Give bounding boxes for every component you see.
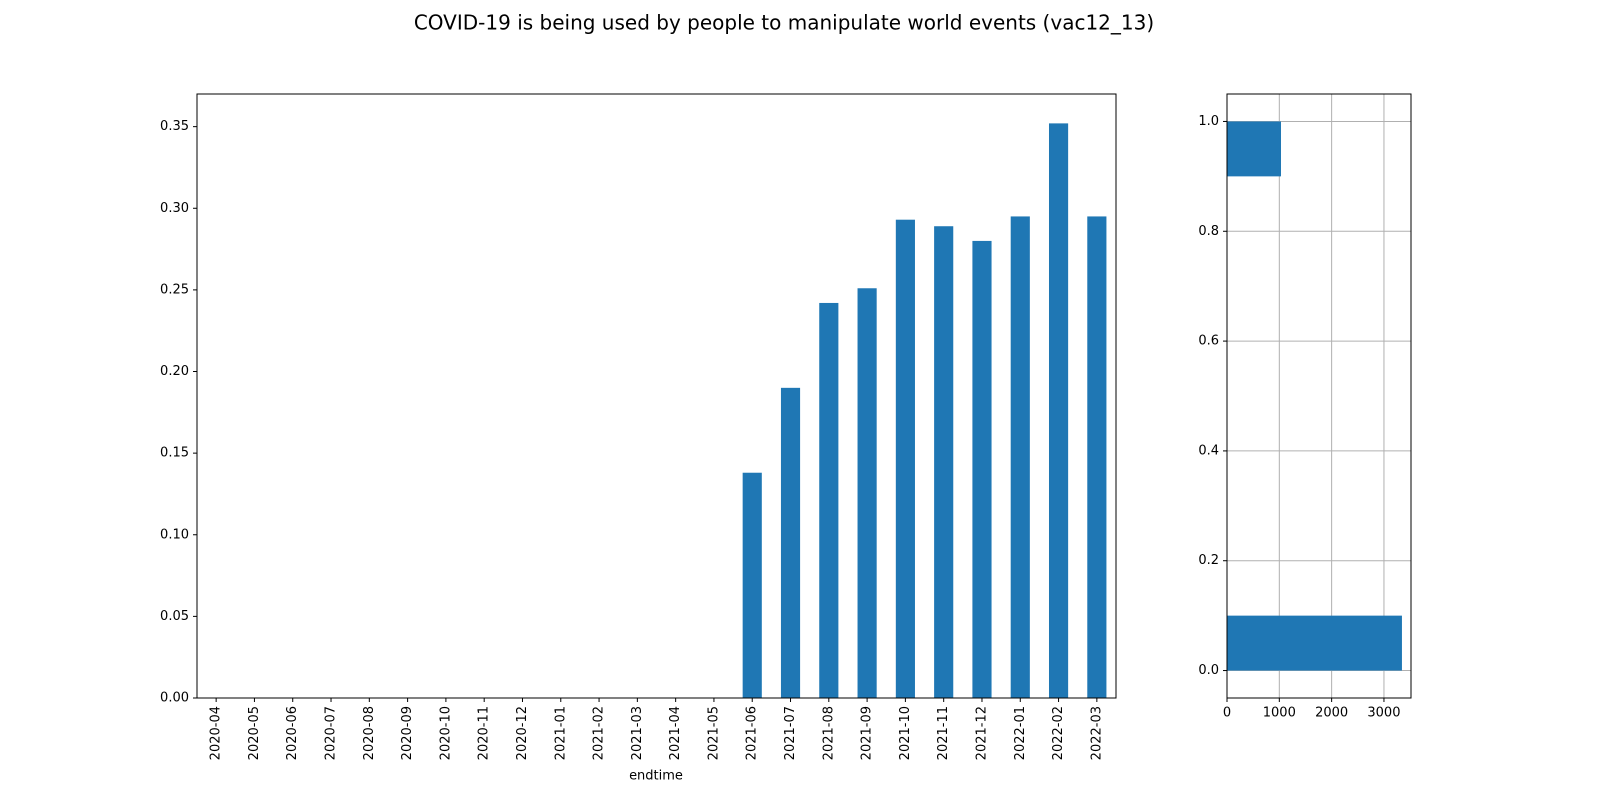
x-tick-label: 2020-08 — [362, 706, 377, 760]
x-tick-label: 2021-01 — [553, 706, 568, 760]
y-tick-label: 0.2 — [1198, 553, 1219, 568]
x-axis-label: endtime — [629, 769, 683, 784]
chart-title: COVID-19 is being used by people to mani… — [414, 11, 1154, 35]
x-tick-label: 2021-04 — [668, 706, 683, 760]
x-tick-label: 2021-08 — [821, 706, 836, 760]
bar — [819, 302, 839, 698]
x-tick-label: 0 — [1223, 706, 1231, 721]
y-tick-label: 0.25 — [160, 282, 189, 297]
x-tick-label: 2021-11 — [936, 706, 951, 760]
bar — [1010, 216, 1030, 698]
x-tick-label: 2021-06 — [745, 706, 760, 760]
bar — [934, 226, 954, 698]
x-tick-label: 2022-01 — [1013, 706, 1028, 760]
y-tick-label: 0.15 — [160, 446, 189, 461]
x-tick-label: 2020-06 — [285, 706, 300, 760]
y-tick-label: 0.30 — [160, 201, 189, 216]
bar — [780, 387, 801, 698]
x-tick-label: 2022-02 — [1051, 706, 1066, 760]
histogram-bar — [1227, 615, 1402, 671]
x-tick-label: 2021-03 — [630, 706, 645, 760]
bar — [1087, 216, 1107, 698]
x-tick-label: 2022-03 — [1089, 706, 1104, 760]
x-tick-label: 2020-12 — [515, 706, 530, 760]
x-tick-label: 2020-05 — [247, 706, 262, 760]
x-tick-label: 1000 — [1263, 706, 1296, 721]
y-tick-label: 0.8 — [1198, 224, 1219, 239]
x-tick-label: 2021-05 — [706, 706, 721, 760]
bar — [972, 240, 992, 698]
x-tick-label: 2021-02 — [592, 706, 607, 760]
y-tick-label: 0.6 — [1198, 334, 1219, 349]
bar — [1048, 123, 1069, 698]
y-tick-label: 1.0 — [1198, 114, 1219, 129]
y-tick-label: 0.4 — [1198, 443, 1219, 458]
histogram-bar — [1227, 121, 1281, 177]
x-tick-label: 2020-04 — [209, 706, 224, 760]
x-tick-label: 2021-12 — [974, 706, 989, 760]
bar — [895, 219, 915, 698]
x-tick-label: 2020-07 — [324, 706, 339, 760]
x-tick-label: 3000 — [1367, 706, 1400, 721]
bar — [857, 288, 877, 698]
x-tick-label: 2021-09 — [860, 706, 875, 760]
x-tick-label: 2020-09 — [400, 706, 415, 760]
y-tick-label: 0.00 — [160, 691, 189, 706]
x-tick-label: 2021-07 — [783, 706, 798, 760]
axes-frame — [196, 93, 1117, 699]
y-tick-label: 0.20 — [160, 364, 189, 379]
x-tick-label: 2021-10 — [898, 706, 913, 760]
y-tick-label: 0.10 — [160, 527, 189, 542]
y-tick-label: 0.05 — [160, 609, 189, 624]
x-tick-label: 2020-11 — [477, 706, 492, 760]
y-tick-label: 0.0 — [1198, 663, 1219, 678]
axes-frame — [1226, 93, 1412, 699]
bar — [742, 472, 762, 698]
y-tick-label: 0.35 — [160, 119, 189, 134]
x-tick-label: 2000 — [1315, 706, 1348, 721]
x-tick-label: 2020-10 — [438, 706, 453, 760]
